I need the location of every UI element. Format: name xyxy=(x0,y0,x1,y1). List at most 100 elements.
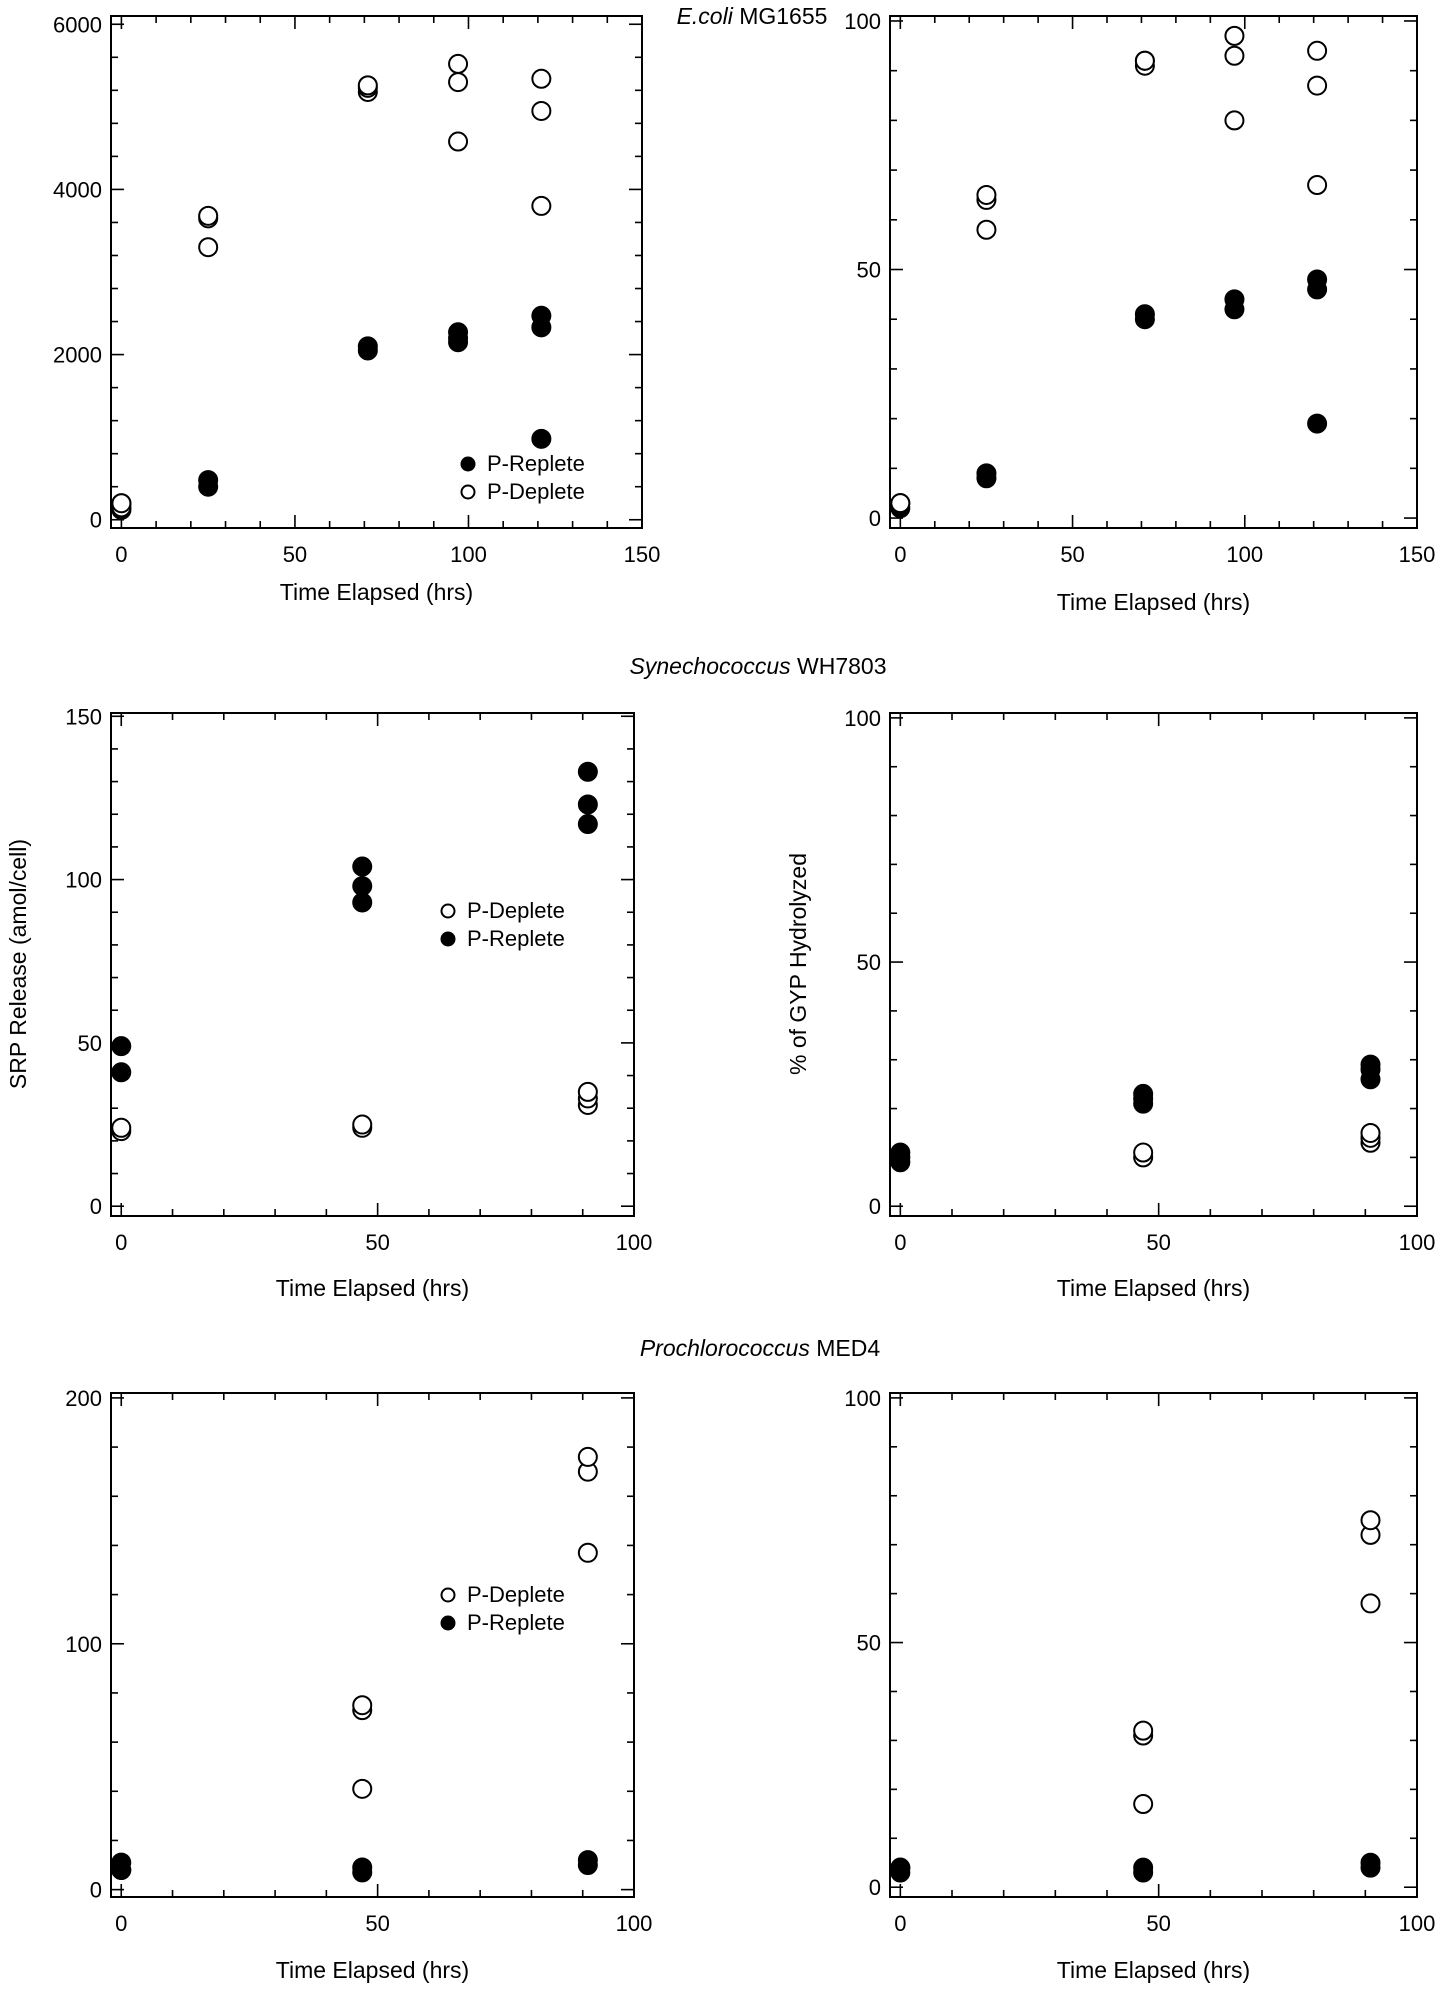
data-point xyxy=(1133,1142,1154,1163)
data-point xyxy=(111,1036,132,1057)
y-tick-label: 0 xyxy=(90,508,102,533)
y-tick-label: 50 xyxy=(857,1631,881,1656)
y-tick-label: 6000 xyxy=(53,12,102,37)
data-point xyxy=(352,892,373,913)
x-tick-label: 100 xyxy=(450,542,487,567)
legend-marker xyxy=(440,1587,456,1603)
data-point xyxy=(1360,1054,1381,1075)
series-p-deplete xyxy=(890,1122,1381,1168)
data-point xyxy=(357,336,378,357)
y-tick-label: 4000 xyxy=(53,177,102,202)
x-axis-title: Time Elapsed (hrs) xyxy=(1057,589,1250,615)
series-p-deplete xyxy=(890,1510,1381,1878)
data-point xyxy=(1360,1852,1381,1873)
data-point xyxy=(577,794,598,815)
x-tick-label: 0 xyxy=(894,1230,906,1255)
legend-marker xyxy=(460,484,476,500)
plot-frame xyxy=(110,1392,635,1898)
data-point xyxy=(531,68,552,89)
data-point xyxy=(1224,45,1245,66)
data-point xyxy=(1134,304,1155,325)
data-point xyxy=(577,761,598,782)
x-axis-title: Time Elapsed (hrs) xyxy=(1057,1275,1250,1301)
x-tick-label: 50 xyxy=(365,1230,389,1255)
y-tick-label: 0 xyxy=(869,1194,881,1219)
data-point xyxy=(1133,1857,1154,1878)
plot-frame xyxy=(110,712,635,1217)
y-tick-label: 50 xyxy=(857,258,881,283)
x-axis-title: Time Elapsed (hrs) xyxy=(1057,1957,1250,1983)
data-point xyxy=(352,856,373,877)
data-point xyxy=(1360,1593,1381,1614)
data-point xyxy=(1224,25,1245,46)
chart-ecoli-gyp: 0 50 100 150 0 50 100 Time Elapsed (hrs) xyxy=(844,9,1435,615)
data-point xyxy=(890,1142,911,1163)
y-tick-label: 100 xyxy=(844,9,881,34)
x-tick-label: 50 xyxy=(365,1911,389,1936)
data-point xyxy=(531,195,552,216)
data-point xyxy=(352,1778,373,1799)
data-point xyxy=(198,470,219,491)
chart-pro-srp: 0 50 100 0 100 200 Time Elapsed (hrs) P-Deplete… xyxy=(65,1386,652,1983)
chart-pro-gyp: 0 50 100 0 50 100 Time Elapsed (hrs) xyxy=(844,1386,1435,1983)
data-point xyxy=(1307,175,1328,196)
data-point xyxy=(976,463,997,484)
plot-frame xyxy=(889,712,1418,1217)
data-point xyxy=(1307,413,1328,434)
data-point xyxy=(577,814,598,835)
legend-label: P-Deplete xyxy=(467,898,565,923)
x-tick-label: 50 xyxy=(283,542,307,567)
x-tick-label: 50 xyxy=(1146,1230,1170,1255)
x-tick-label: 150 xyxy=(624,542,661,567)
data-point xyxy=(577,1542,598,1563)
x-tick-label: 0 xyxy=(115,1911,127,1936)
data-point xyxy=(111,493,132,514)
plot-frame xyxy=(889,1392,1418,1898)
data-point xyxy=(577,1446,598,1467)
x-tick-label: 100 xyxy=(1226,542,1263,567)
x-tick-label: 0 xyxy=(894,542,906,567)
data-point xyxy=(352,1695,373,1716)
y-tick-label: 150 xyxy=(65,704,102,729)
data-point xyxy=(448,53,469,74)
x-tick-label: 0 xyxy=(115,1230,127,1255)
x-tick-label: 0 xyxy=(894,1911,906,1936)
series-p-deplete xyxy=(111,1446,598,1880)
y-tick-label: 100 xyxy=(844,706,881,731)
series-p-replete xyxy=(111,761,598,1083)
data-point xyxy=(198,237,219,258)
x-tick-label: 50 xyxy=(1060,542,1084,567)
y-tick-label: 0 xyxy=(90,1194,102,1219)
legend-label: P-Deplete xyxy=(487,479,585,504)
legend-label: P-Replete xyxy=(467,926,565,951)
data-point xyxy=(976,219,997,240)
data-point xyxy=(577,1850,598,1871)
x-tick-label: 50 xyxy=(1146,1911,1170,1936)
legend-marker xyxy=(440,1615,456,1631)
legend: P-Deplete P-Replete xyxy=(440,898,565,951)
legend-marker xyxy=(440,931,456,947)
chart-syn-gyp: 0 50 100 0 50 100 Time Elapsed (hrs) % of GYP H… xyxy=(785,706,1435,1301)
data-point xyxy=(1224,110,1245,131)
data-point xyxy=(357,75,378,96)
chart-ecoli-srp: 0 50 100 150 0 2000 4000 6000 Time Elapsed (hrs)… xyxy=(53,12,660,605)
data-point xyxy=(352,1114,373,1135)
data-point xyxy=(890,493,911,514)
data-point xyxy=(1307,40,1328,61)
x-tick-label: 0 xyxy=(115,542,127,567)
data-point xyxy=(890,1857,911,1878)
y-axis-title: % of GYP Hydrolyzed xyxy=(785,853,811,1075)
chart-syn-srp: 0 50 100 0 50 100 150 Time Elapsed (hrs) SRP Rel… xyxy=(5,704,652,1301)
data-point xyxy=(976,184,997,205)
series-p-replete xyxy=(890,1054,1381,1173)
y-tick-label: 50 xyxy=(857,950,881,975)
series-p-replete xyxy=(111,305,552,520)
series-p-replete xyxy=(890,1852,1381,1883)
y-tick-label: 50 xyxy=(78,1031,102,1056)
legend-marker xyxy=(440,903,456,919)
section-title-prochlorococcus: Prochlorococcus MED4 xyxy=(640,1335,881,1361)
legend: P-Replete P-Deplete xyxy=(460,451,585,504)
x-tick-label: 100 xyxy=(1399,1911,1435,1936)
